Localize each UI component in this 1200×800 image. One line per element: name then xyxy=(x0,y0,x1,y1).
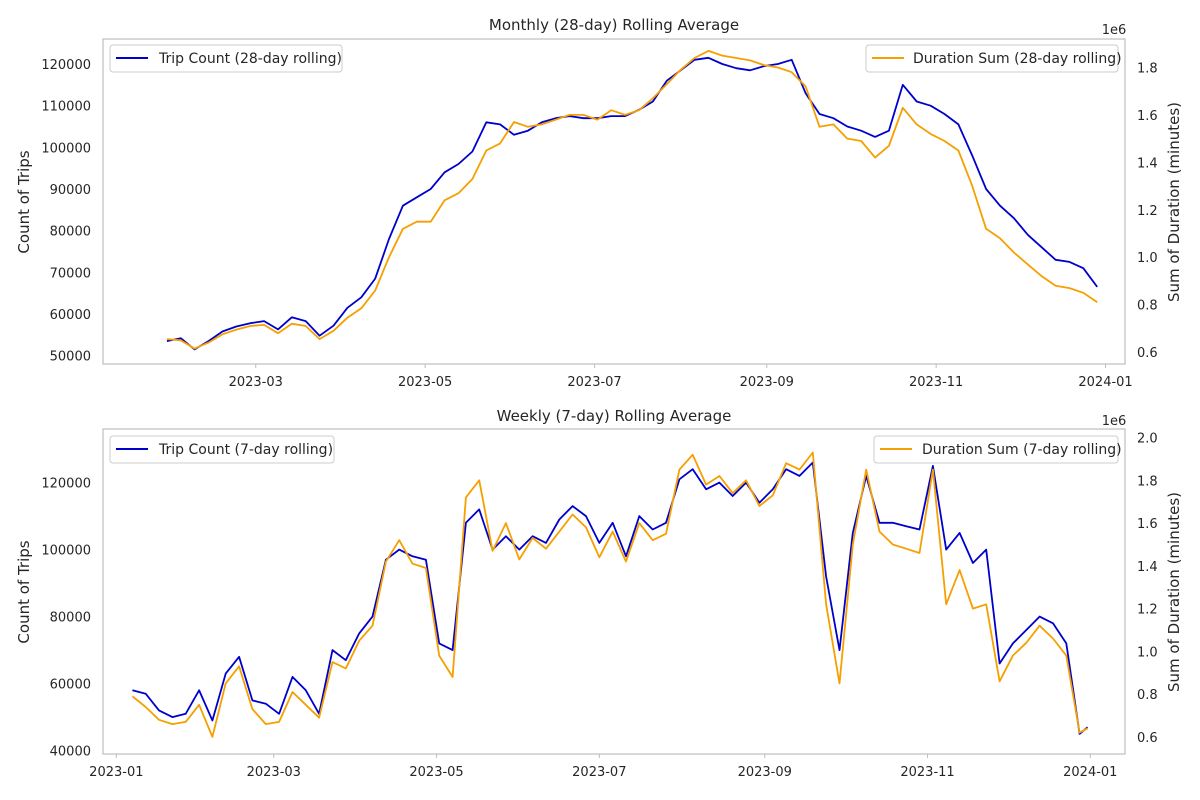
weekly-chart-title: Weekly (7-day) Rolling Average xyxy=(497,407,732,425)
weekly-legend-left-box xyxy=(109,435,335,464)
weekly-legend-right: Duration Sum (7-day rolling) xyxy=(873,435,1122,464)
monthly-left-y-tick-label: 100000 xyxy=(41,141,91,156)
weekly-duration-sum-line xyxy=(131,451,1089,738)
monthly-left-y-tick-label: 110000 xyxy=(41,100,91,115)
monthly-legend-duration-label: Duration Sum (28-day rolling) xyxy=(913,51,1122,67)
weekly-right-y-tick-label: 2.0 xyxy=(1137,432,1158,447)
weekly-right-y-tick-label: 1.4 xyxy=(1137,560,1158,575)
monthly-legend-left: Trip Count (28-day rolling) xyxy=(109,44,343,73)
weekly-x-tick-label: 2024-01 xyxy=(1063,765,1117,780)
monthly-rolling-panel: Monthly (28-day) Rolling Average Count o… xyxy=(15,16,1183,390)
weekly-right-y-tick-label: 1.8 xyxy=(1137,474,1158,489)
weekly-rolling-panel: Weekly (7-day) Rolling Average Count of … xyxy=(15,407,1183,780)
weekly-right-y-tick-label: 0.6 xyxy=(1137,731,1158,746)
weekly-left-axis-label: Count of Trips xyxy=(15,540,33,643)
monthly-right-y-tick-label: 0.8 xyxy=(1137,299,1158,314)
weekly-x-tick-label: 2023-01 xyxy=(89,765,143,780)
weekly-left-y-tick-label: 60000 xyxy=(50,678,91,693)
monthly-right-y-tick-label: 1.2 xyxy=(1137,204,1158,219)
monthly-right-y-tick-label: 1.4 xyxy=(1137,156,1158,171)
monthly-right-y-tick-label: 0.6 xyxy=(1137,346,1158,361)
monthly-plot-area: 2023-03 2023-05 2023-07 2023-09 2023-11 2024-… xyxy=(41,50,1158,390)
weekly-x-tick-label: 2023-11 xyxy=(900,765,954,780)
monthly-x-tick-label: 2023-03 xyxy=(229,375,283,390)
monthly-right-y-tick-label: 1.0 xyxy=(1137,251,1158,266)
weekly-right-y-tick-label: 1.2 xyxy=(1137,603,1158,618)
weekly-left-y-tick-label: 120000 xyxy=(41,477,91,492)
monthly-left-y-tick-label: 120000 xyxy=(41,58,91,73)
weekly-axes-frame xyxy=(102,428,1126,755)
monthly-axes-frame xyxy=(102,38,1126,365)
monthly-left-y-tick-label: 60000 xyxy=(50,308,91,323)
monthly-x-tick-label: 2023-11 xyxy=(909,375,963,390)
weekly-right-y-tick-label: 1.0 xyxy=(1137,645,1158,660)
monthly-left-y-tick-label: 70000 xyxy=(50,266,91,281)
weekly-x-tick-label: 2023-03 xyxy=(247,765,301,780)
weekly-left-y-tick-label: 80000 xyxy=(50,611,91,626)
weekly-right-axis-label: Sum of Duration (minutes) xyxy=(1165,492,1183,692)
weekly-right-axis-offset: 1e6 xyxy=(1102,414,1127,429)
monthly-x-tick-label: 2023-07 xyxy=(567,375,621,390)
monthly-chart-title: Monthly (28-day) Rolling Average xyxy=(489,16,739,34)
weekly-x-tick-label: 2023-05 xyxy=(409,765,463,780)
monthly-legend-right: Duration Sum (28-day rolling) xyxy=(865,44,1122,73)
monthly-duration-sum-line xyxy=(166,50,1098,350)
weekly-right-y-tick-label: 0.8 xyxy=(1137,688,1158,703)
monthly-legend-right-box xyxy=(865,44,1119,73)
monthly-left-axis-label: Count of Trips xyxy=(15,150,33,253)
weekly-x-tick-label: 2023-07 xyxy=(572,765,626,780)
monthly-left-y-tick-label: 80000 xyxy=(50,225,91,240)
weekly-legend-right-box xyxy=(873,435,1119,464)
monthly-right-axis-offset: 1e6 xyxy=(1102,23,1127,38)
monthly-right-y-tick-label: 1.8 xyxy=(1137,61,1158,76)
monthly-left-y-tick-label: 90000 xyxy=(50,183,91,198)
monthly-legend-left-box xyxy=(109,44,343,73)
monthly-x-tick-label: 2023-05 xyxy=(398,375,452,390)
weekly-right-y-tick-label: 1.6 xyxy=(1137,517,1158,532)
weekly-legend-left: Trip Count (7-day rolling) xyxy=(109,435,335,464)
weekly-left-y-tick-label: 100000 xyxy=(41,544,91,559)
weekly-trip-count-line xyxy=(132,461,1089,735)
weekly-plot-area: 2023-01 2023-03 2023-05 2023-07 2023-09 2023-… xyxy=(41,432,1157,780)
monthly-x-tick-label: 2024-01 xyxy=(1078,375,1132,390)
monthly-right-y-tick-label: 1.6 xyxy=(1137,109,1158,124)
weekly-x-tick-label: 2023-09 xyxy=(738,765,792,780)
weekly-legend-trip-label: Trip Count (7-day rolling) xyxy=(158,442,333,458)
monthly-right-axis-label: Sum of Duration (minutes) xyxy=(1165,102,1183,302)
weekly-left-y-tick-label: 40000 xyxy=(50,745,91,760)
weekly-legend-duration-label: Duration Sum (7-day rolling) xyxy=(922,442,1122,458)
monthly-legend-trip-label: Trip Count (28-day rolling) xyxy=(158,51,342,67)
monthly-x-tick-label: 2023-09 xyxy=(740,375,794,390)
monthly-trip-count-line xyxy=(166,56,1098,351)
monthly-left-y-tick-label: 50000 xyxy=(50,350,91,365)
